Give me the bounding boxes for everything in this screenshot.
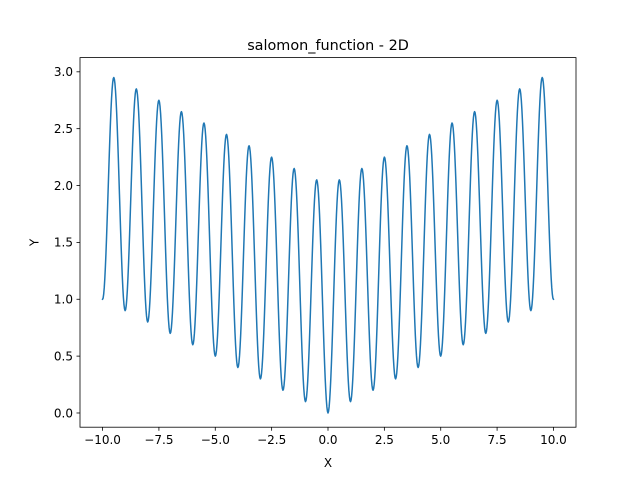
x-tick-label: 10.0	[540, 433, 567, 447]
y-tick-label: 0.5	[54, 349, 73, 363]
x-axis-label: X	[324, 456, 332, 470]
x-tick-label: 7.5	[488, 433, 507, 447]
x-tick-label: 2.5	[375, 433, 394, 447]
x-axis-ticks: −10.0 −7.5 −5.0 −2.5 0.0 2.5 5.0 7.5 10.0	[84, 427, 567, 447]
y-tick-label: 0.0	[54, 406, 73, 420]
x-tick-label: −5.0	[201, 433, 230, 447]
x-tick-label: −7.5	[144, 433, 173, 447]
y-tick-label: 1.0	[54, 293, 73, 307]
x-tick-label: −10.0	[84, 433, 121, 447]
x-tick-label: −2.5	[257, 433, 286, 447]
chart-title: salomon_function - 2D	[247, 38, 409, 54]
y-axis-ticks: 0.0 0.5 1.0 1.5 2.0 2.5 3.0	[54, 65, 80, 420]
salomon-series-line	[101, 76, 555, 414]
y-tick-label: 2.0	[54, 179, 73, 193]
y-tick-label: 3.0	[54, 65, 73, 79]
x-tick-label: 5.0	[431, 433, 450, 447]
x-tick-label: 0.0	[318, 433, 337, 447]
y-axis-label: Y	[28, 238, 42, 247]
y-tick-label: 1.5	[54, 236, 73, 250]
plot-area	[101, 76, 555, 414]
y-tick-label: 2.5	[54, 122, 73, 136]
